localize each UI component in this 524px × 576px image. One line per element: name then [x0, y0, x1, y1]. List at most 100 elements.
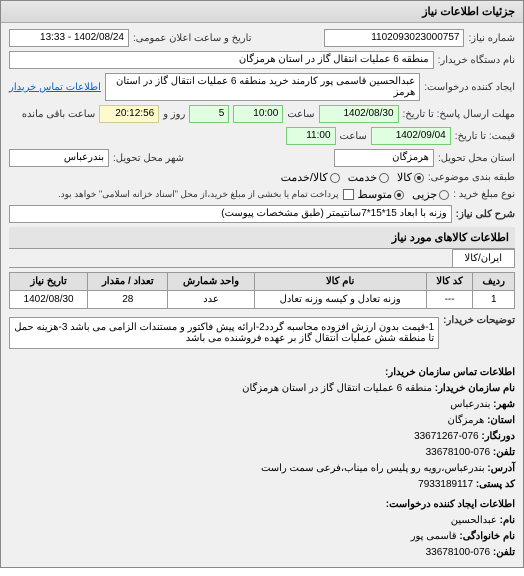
radio-dot-mixed — [330, 173, 340, 183]
radio-medium[interactable]: متوسط — [358, 188, 405, 201]
deadline-time-label: ساعت — [287, 109, 314, 120]
cell-name: وزنه تعادل و کیسه وزنه تعادل — [254, 291, 426, 309]
row-deadline: مهلت ارسال پاسخ: تا تاریخ: 1402/08/30 سا… — [9, 105, 515, 123]
radio-mixed-label: کالا/خدمت — [281, 171, 328, 184]
city-value: بندرعباس — [9, 149, 109, 167]
radio-partial[interactable]: جزیی — [412, 188, 449, 201]
row-number: شماره نیاز: 1102093023000757 تاریخ و ساع… — [9, 29, 515, 47]
radio-partial-label: جزیی — [412, 188, 437, 201]
deadline-label: مهلت ارسال پاسخ: تا تاریخ: — [403, 109, 515, 120]
radio-medium-label: متوسط — [358, 188, 393, 201]
contact-section: اطلاعات تماس سازمان خریدار: نام سازمان خ… — [1, 359, 523, 567]
tab-iran-kala[interactable]: ایران/کالا — [452, 249, 516, 267]
province-label: استان محل تحویل: — [438, 153, 515, 164]
lastname-label: نام خانوادگی: — [459, 531, 515, 542]
deadline-date: 1402/08/30 — [319, 105, 399, 123]
fax-value: 076-33671267 — [414, 431, 479, 442]
price-time: 11:00 — [286, 127, 336, 145]
remain-days-label: روز و — [163, 109, 185, 120]
table-row[interactable]: 1 --- وزنه تعادل و کیسه وزنه تعادل عدد 2… — [10, 291, 515, 309]
radio-service[interactable]: خدمت — [348, 171, 389, 184]
panel-title: جزئیات اطلاعات نیاز — [1, 1, 523, 23]
postal-value: 7933189117 — [418, 479, 473, 490]
details-panel: جزئیات اطلاعات نیاز شماره نیاز: 11020930… — [0, 0, 524, 568]
remain-time: 20:12:56 — [99, 105, 159, 123]
req-phone-line: تلفن: 076-33678100 — [9, 545, 515, 561]
radio-service-label: خدمت — [348, 171, 377, 184]
table-header-row: ردیف کد کالا نام کالا واحد شمارش تعداد /… — [10, 273, 515, 291]
price-time-label: ساعت — [340, 131, 367, 142]
summary-value: وزنه با ابعاد 15*15*7سانتیمتر (طبق مشخصا… — [9, 205, 452, 223]
approver-checkbox[interactable] — [343, 189, 354, 200]
contact-org-line: نام سازمان خریدار: منطقه 6 عملیات انتقال… — [9, 381, 515, 397]
contact-city-label: شهر: — [493, 399, 515, 410]
req-lastname-line: نام خانوادگی: قاسمی پور — [9, 529, 515, 545]
creator-value: عبدالحسین قاسمی پور کارمند خرید منطقه 6 … — [105, 73, 420, 101]
col-date: تاریخ نیاز — [10, 273, 88, 291]
cell-code: --- — [426, 291, 473, 309]
contact-fax-line: دورنگار: 076-33671267 — [9, 429, 515, 445]
buyer-value: منطقه 6 عملیات انتقال گاز در استان هرمزگ… — [9, 51, 434, 69]
name-label: نام: — [500, 515, 515, 526]
price-date: 1402/09/04 — [371, 127, 451, 145]
remain-days: 5 — [189, 105, 229, 123]
row-summary: شرح کلی نیاز: وزنه با ابعاد 15*15*7سانتی… — [9, 205, 515, 223]
contact-postal-line: کد پستی: 7933189117 — [9, 477, 515, 493]
contact-province-label: استان: — [487, 415, 515, 426]
contact-city-line: شهر: بندرعباس — [9, 397, 515, 413]
row-category: طبقه بندی موضوعی: کالا خدمت کالا/خدمت — [9, 171, 515, 184]
col-qty: تعداد / مقدار — [88, 273, 168, 291]
col-name: نام کالا — [254, 273, 426, 291]
fax-label: دورنگار: — [481, 431, 515, 442]
row-buyer: نام دستگاه خریدار: منطقه 6 عملیات انتقال… — [9, 51, 515, 69]
remain-label: ساعت باقی مانده — [22, 109, 95, 120]
radio-mixed[interactable]: کالا/خدمت — [281, 171, 340, 184]
address-value: بندرعباس،رویه رو پلیس راه میناب،فرعی سمت… — [261, 463, 485, 474]
row-description: توضیحات خریدار: 1-قیمت بدون ارزش افزوده … — [9, 315, 515, 349]
goods-table: ردیف کد کالا نام کالا واحد شمارش تعداد /… — [9, 272, 515, 309]
price-date-label: قیمت: تا تاریخ: — [455, 131, 515, 142]
col-unit: واحد شمارش — [168, 273, 254, 291]
radio-dot-service — [379, 173, 389, 183]
creator-label: ایجاد کننده درخواست: — [424, 82, 515, 93]
org-value: منطقه 6 عملیات انتقال گاز در استان هرمزگ… — [242, 383, 432, 394]
contact-link[interactable]: اطلاعات تماس خریدار — [9, 82, 101, 93]
goods-section-title: اطلاعات کالاهای مورد نیاز — [9, 227, 515, 249]
address-label: آدرس: — [487, 463, 515, 474]
contact-province-value: هرمزگان — [447, 415, 484, 426]
cell-row: 1 — [473, 291, 515, 309]
row-location: استان محل تحویل: هرمزگان شهر محل تحویل: … — [9, 149, 515, 167]
req-name-line: نام: عبدالحسین — [9, 513, 515, 529]
contact-province-line: استان: هرمزگان — [9, 413, 515, 429]
radio-dot-goods — [414, 173, 424, 183]
announce-date-label: تاریخ و ساعت اعلان عمومی: — [133, 33, 252, 44]
contact-address-line: آدرس: بندرعباس،رویه رو پلیس راه میناب،فر… — [9, 461, 515, 477]
row-price-date: قیمت: تا تاریخ: 1402/09/04 ساعت 11:00 — [9, 127, 515, 145]
contact-phone-line: تلفن: 076-33678100 — [9, 445, 515, 461]
radio-goods[interactable]: کالا — [397, 171, 424, 184]
province-value: هرمزگان — [334, 149, 434, 167]
panel-body: شماره نیاز: 1102093023000757 تاریخ و ساع… — [1, 23, 523, 359]
req-title: اطلاعات ایجاد کننده درخواست: — [9, 497, 515, 513]
deadline-time: 10:00 — [233, 105, 283, 123]
type-radio-group: جزیی متوسط — [358, 188, 450, 201]
cell-qty: 28 — [88, 291, 168, 309]
contact-city-value: بندرعباس — [450, 399, 490, 410]
description-label: توضیحات خریدار: — [443, 315, 515, 326]
contact-phone-label: تلفن: — [493, 447, 515, 458]
contact-phone-value: 076-33678100 — [426, 447, 491, 458]
number-value: 1102093023000757 — [324, 29, 464, 47]
tabs: ایران/کالا — [9, 249, 515, 268]
buyer-label: نام دستگاه خریدار: — [438, 55, 515, 66]
cell-unit: عدد — [168, 291, 254, 309]
radio-dot-partial — [439, 190, 449, 200]
approver-note: پرداخت تمام یا بخشی از مبلغ خرید،از محل … — [58, 189, 338, 200]
radio-goods-label: کالا — [397, 171, 412, 184]
description-text: 1-قیمت بدون ارزش افزوده محاسبه گردد2-ارا… — [9, 317, 439, 349]
req-phone-label: تلفن: — [493, 547, 515, 558]
col-row: ردیف — [473, 273, 515, 291]
category-radio-group: کالا خدمت کالا/خدمت — [281, 171, 424, 184]
row-type: نوع مبلغ خرید : جزیی متوسط پرداخت تمام ی… — [9, 188, 515, 201]
contact-title: اطلاعات تماس سازمان خریدار: — [9, 365, 515, 381]
col-code: کد کالا — [426, 273, 473, 291]
